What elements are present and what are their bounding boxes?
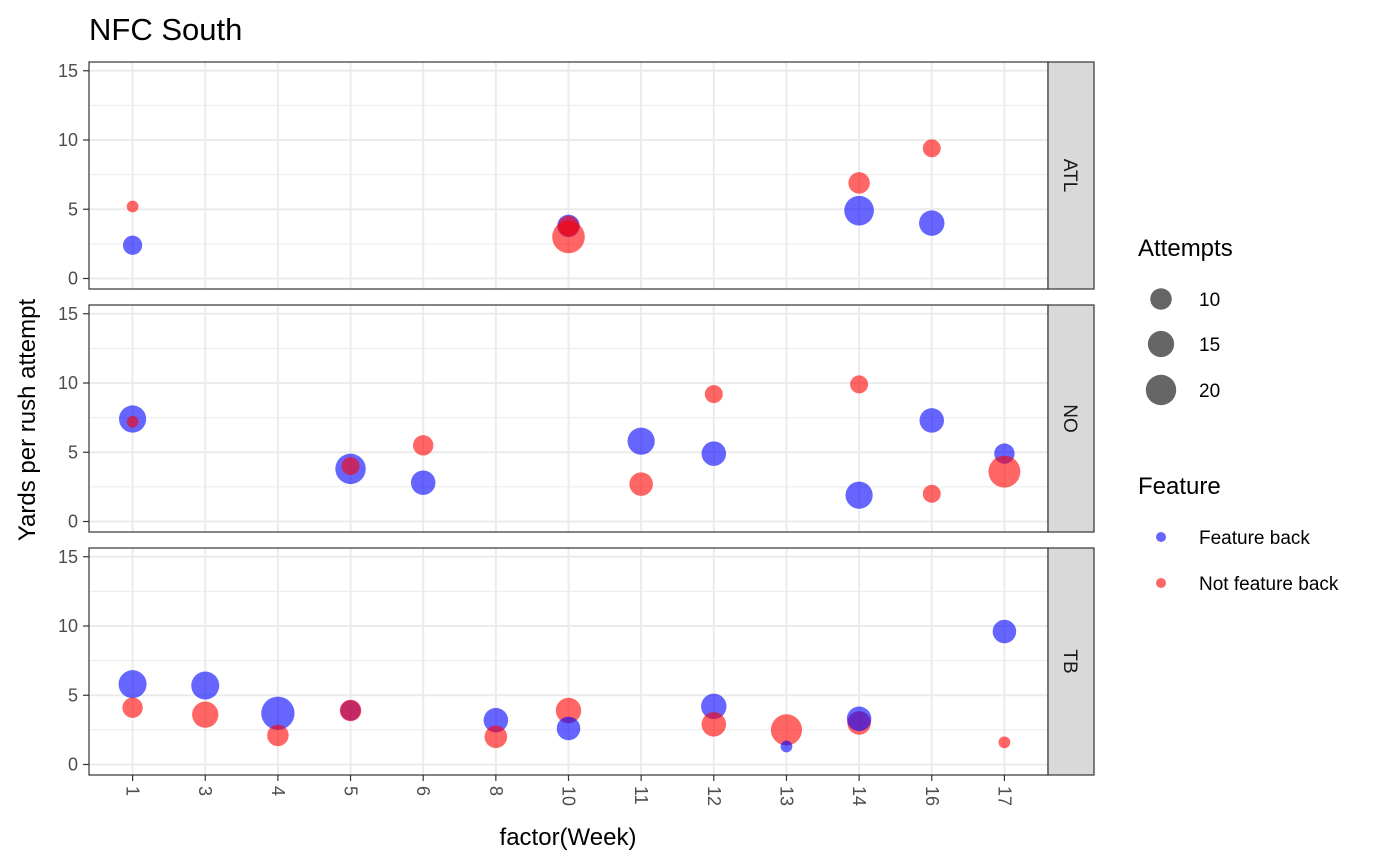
y-tick-label: 0	[68, 269, 78, 289]
data-point	[126, 200, 139, 213]
color-legend-key	[1156, 532, 1166, 542]
y-tick-label: 5	[68, 199, 78, 219]
size-legend-title: Attempts	[1138, 235, 1233, 262]
facet-panels: ATL 0 5 10 15 NO 0 5 10 15 TB 0 5 10 15	[58, 61, 1095, 776]
facet-panel-no: NO 0 5 10 15	[58, 304, 1095, 533]
y-tick-label: 15	[58, 61, 78, 81]
data-point	[701, 441, 727, 466]
data-point	[558, 215, 579, 237]
y-tick-label: 10	[58, 130, 78, 150]
size-legend: 10 15 20	[1145, 288, 1220, 406]
x-axis-title: factor(Week)	[500, 824, 637, 851]
data-point	[629, 472, 653, 496]
x-tick-label: 5	[341, 786, 361, 796]
x-tick-label: 14	[849, 786, 869, 806]
y-tick-label: 5	[68, 685, 78, 705]
x-axis: 1 3 4 5 6 8 10 11 12 13 14 16 17	[123, 775, 1014, 806]
size-legend-key	[1147, 330, 1175, 358]
data-point	[846, 706, 872, 732]
data-point	[556, 716, 581, 741]
data-point	[992, 619, 1017, 644]
data-point	[122, 235, 143, 255]
facet-strip	[1047, 61, 1095, 290]
chart-title: NFC South	[89, 12, 242, 47]
data-point	[845, 481, 873, 509]
data-point	[919, 210, 945, 236]
data-point	[922, 139, 941, 158]
data-point	[850, 375, 869, 394]
data-point	[770, 714, 803, 746]
data-point	[118, 670, 147, 699]
x-tick-label: 6	[413, 786, 433, 796]
color-legend-title: Feature	[1138, 473, 1221, 500]
data-point	[701, 712, 727, 737]
data-point	[339, 699, 362, 722]
data-point	[701, 693, 727, 720]
facet-strip-label: ATL	[1059, 159, 1080, 192]
data-point	[922, 484, 941, 503]
data-point	[261, 696, 295, 730]
legend: Attempts 10 15 20 Feature Feature back Not …	[1138, 235, 1339, 595]
size-legend-key	[1150, 288, 1172, 310]
facet-strip	[1047, 547, 1095, 776]
data-point	[919, 408, 945, 433]
size-legend-label: 10	[1199, 290, 1220, 311]
color-legend-label: Feature back	[1199, 528, 1310, 549]
data-point	[844, 195, 874, 226]
x-tick-label: 8	[486, 786, 506, 796]
data-point	[341, 457, 360, 476]
data-point	[704, 385, 723, 404]
x-tick-label: 13	[776, 786, 796, 806]
x-tick-label: 11	[631, 786, 651, 805]
data-point	[780, 740, 793, 753]
facet-strip	[1047, 304, 1095, 533]
y-tick-label: 10	[58, 373, 78, 393]
data-point	[412, 435, 434, 456]
data-point	[191, 671, 220, 700]
y-tick-label: 0	[68, 512, 78, 532]
y-axis-title: Yards per rush attempt	[14, 299, 41, 542]
color-legend: Feature back Not feature back	[1156, 528, 1339, 595]
data-point	[122, 697, 143, 718]
data-point	[998, 736, 1011, 749]
data-point	[483, 707, 509, 733]
facet-strip-label: TB	[1059, 649, 1080, 673]
x-tick-label: 12	[704, 786, 724, 806]
data-point	[555, 697, 582, 724]
y-tick-label: 15	[58, 547, 78, 567]
data-point	[484, 725, 508, 749]
size-legend-key	[1145, 374, 1177, 406]
y-tick-label: 5	[68, 442, 78, 462]
x-tick-label: 17	[994, 786, 1014, 806]
data-point	[848, 172, 870, 194]
size-legend-label: 15	[1199, 335, 1220, 356]
y-tick-label: 10	[58, 616, 78, 636]
data-point	[988, 455, 1021, 488]
color-legend-key	[1156, 578, 1166, 588]
data-point	[627, 427, 655, 455]
color-legend-label: Not feature back	[1199, 574, 1339, 595]
facet-panel-tb: TB 0 5 10 15	[58, 547, 1095, 776]
data-point	[267, 724, 289, 747]
x-tick-label: 16	[922, 786, 942, 806]
x-tick-label: 1	[123, 786, 143, 796]
x-tick-label: 3	[195, 786, 215, 796]
x-tick-label: 10	[559, 786, 579, 806]
data-point	[192, 701, 219, 728]
facet-panel-atl: ATL 0 5 10 15	[58, 61, 1095, 290]
y-tick-label: 15	[58, 304, 78, 324]
x-tick-label: 4	[268, 786, 288, 796]
data-point	[126, 415, 139, 428]
data-point	[410, 470, 436, 495]
size-legend-label: 20	[1199, 381, 1220, 402]
y-tick-label: 0	[68, 755, 78, 775]
facet-strip-label: NO	[1059, 404, 1080, 433]
